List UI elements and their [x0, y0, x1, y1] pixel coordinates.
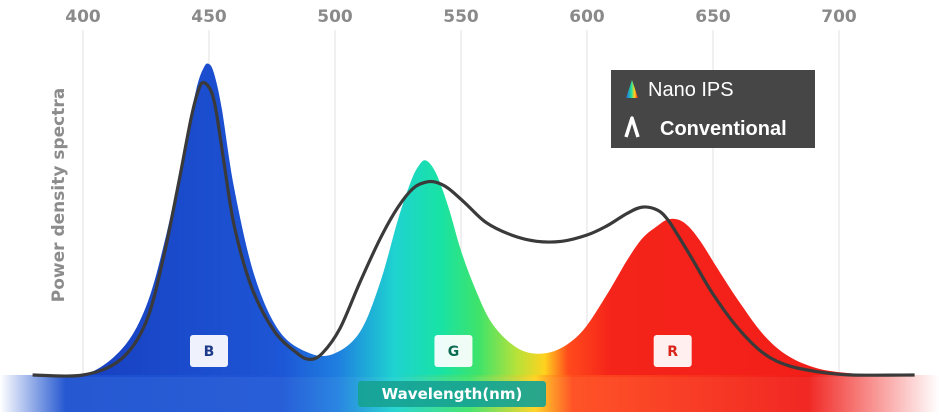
band-label-r: R: [653, 335, 692, 367]
x-tick-labels: 400 450 500 550 600 650 700: [65, 7, 857, 27]
legend: Nano IPS Conventional: [611, 70, 815, 148]
band-label-text-r: R: [667, 344, 678, 360]
band-label-g: G: [434, 335, 473, 367]
conventional-line-layer: [32, 80, 915, 378]
chevron-up-icon: [624, 116, 640, 138]
nano-ips-area: [32, 63, 915, 378]
x-tick-450: 450: [191, 7, 227, 27]
conventional-line: [32, 80, 915, 378]
legend-box: [611, 70, 815, 148]
legend-label-nano-ips: Nano IPS: [648, 79, 734, 101]
x-tick-700: 700: [821, 7, 857, 27]
x-axis-label: Wavelength(nm): [382, 385, 523, 403]
nano-ips-area-layer: [32, 63, 915, 378]
x-tick-650: 650: [695, 7, 731, 27]
y-axis-label: Power density spectra: [49, 88, 69, 302]
x-tick-500: 500: [317, 7, 353, 27]
band-label-text-g: G: [448, 344, 460, 360]
band-label-b: B: [190, 335, 228, 367]
band-label-text-b: B: [204, 344, 215, 360]
x-axis-label-box: Wavelength(nm): [358, 381, 546, 407]
x-tick-600: 600: [569, 7, 605, 27]
x-tick-400: 400: [65, 7, 101, 27]
x-tick-550: 550: [443, 7, 479, 27]
rainbow-peak-icon: [626, 80, 638, 98]
legend-label-conventional: Conventional: [660, 118, 787, 140]
